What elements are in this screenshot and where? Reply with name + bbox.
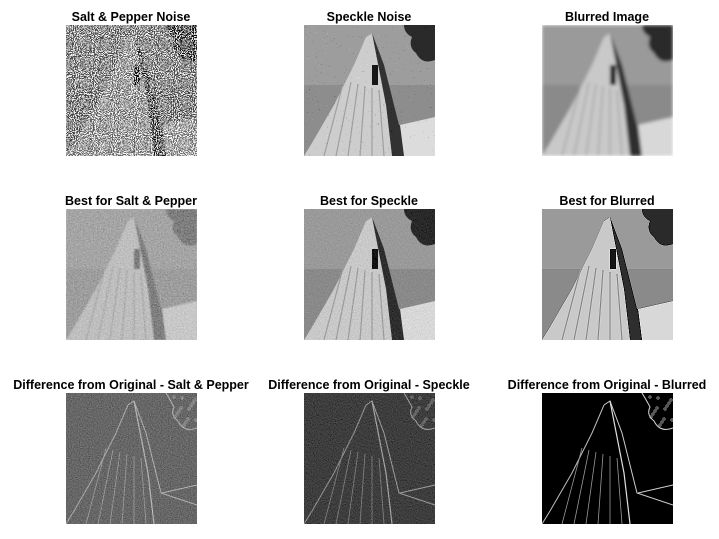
panel-title-blurred-image: Blurred Image [564,10,650,24]
blurred-image [542,25,673,156]
best-speckle-image [304,209,435,340]
panel-title-speckle-noise: Speckle Noise [326,10,412,24]
difference-speckle-image [304,393,435,524]
panel-title-best-salt-pepper: Best for Salt & Pepper [65,194,197,208]
best-salt-pepper-image [66,209,197,340]
difference-blurred-image [542,393,673,524]
best-blurred-image [542,209,673,340]
salt-pepper-noise-image [66,25,197,156]
panel-title-best-blurred: Best for Blurred [559,194,655,208]
panel-title-salt-pepper-noise: Salt & Pepper Noise [71,10,191,24]
speckle-noise-image [304,25,435,156]
panel-title-best-speckle: Best for Speckle [320,194,418,208]
panel-title-diff-blurred: Difference from Original - Blurred [507,378,707,392]
difference-salt-pepper-image [66,393,197,524]
panel-title-diff-speckle: Difference from Original - Speckle [268,378,470,392]
panel-title-diff-salt-pepper: Difference from Original - Salt & Pepper [13,378,249,392]
